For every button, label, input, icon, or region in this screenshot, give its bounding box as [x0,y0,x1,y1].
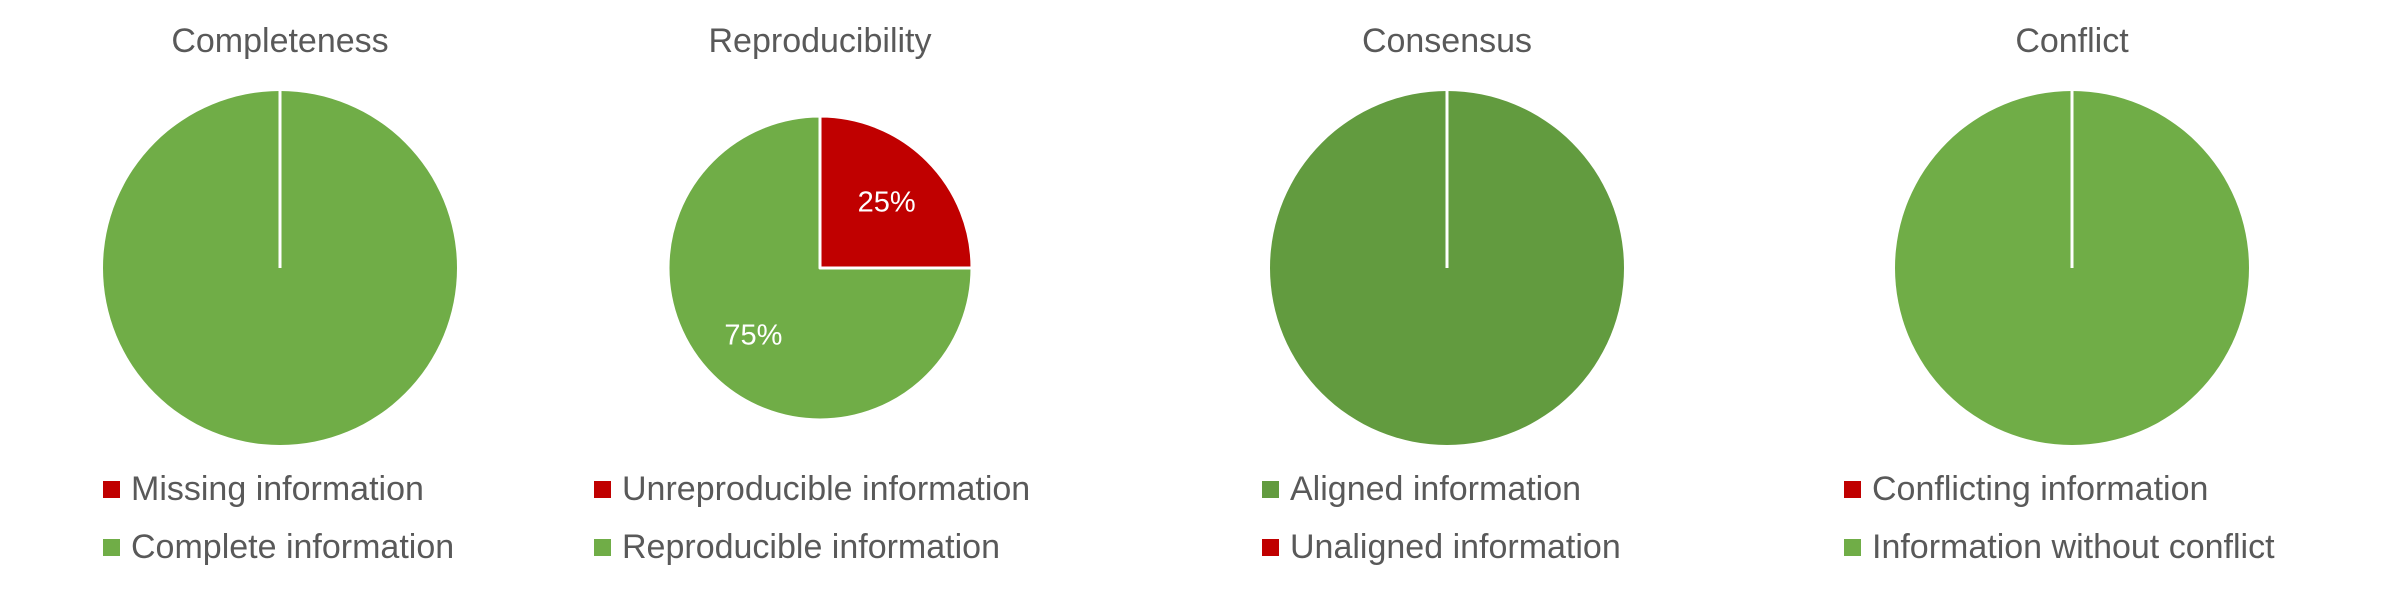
legend-swatch [1262,539,1279,556]
data-label: 75% [724,320,782,352]
legend-swatch [594,481,611,498]
legend-label: Complete information [131,528,454,566]
legend-swatch [1262,481,1279,498]
pie-slice [666,114,974,422]
pie-chart-1: Completeness Missing information Complete … [103,22,457,566]
legend-label: Reproducible information [622,528,1000,566]
chart-legend: Conflicting information Information witho… [1844,470,2275,566]
legend-label: Information without conflict [1872,528,2275,566]
pie-chart-2: Reproducibility 25% 75% Unreproducible info… [594,22,1030,566]
legend-swatch [594,539,611,556]
legend-swatch [103,539,120,556]
data-label: 25% [858,186,916,218]
legend-swatch [1844,539,1861,556]
legend-swatch [1844,481,1861,498]
pie-chart-4: Conflict Conflicting information Informati… [1844,22,2275,566]
legend-label: Unaligned information [1290,528,1621,566]
chart-title: Conflict [2015,22,2129,60]
chart-title: Consensus [1362,22,1532,60]
legend-label: Missing information [131,470,424,508]
legend-label: Unreproducible information [622,470,1030,508]
chart-legend: Missing information Complete information [103,470,454,566]
pie-slice [818,114,974,270]
legend-swatch [103,481,120,498]
legend-label: Aligned information [1290,470,1581,508]
chart-title: Completeness [171,22,388,60]
pie-chart-3: Consensus Aligned information Unaligned in… [1262,22,1624,566]
chart-title: Reproducibility [709,22,932,60]
chart-legend: Unreproducible information Reproducible i… [594,470,1030,566]
chart-legend: Aligned information Unaligned information [1262,470,1621,566]
legend-label: Conflicting information [1872,470,2208,508]
